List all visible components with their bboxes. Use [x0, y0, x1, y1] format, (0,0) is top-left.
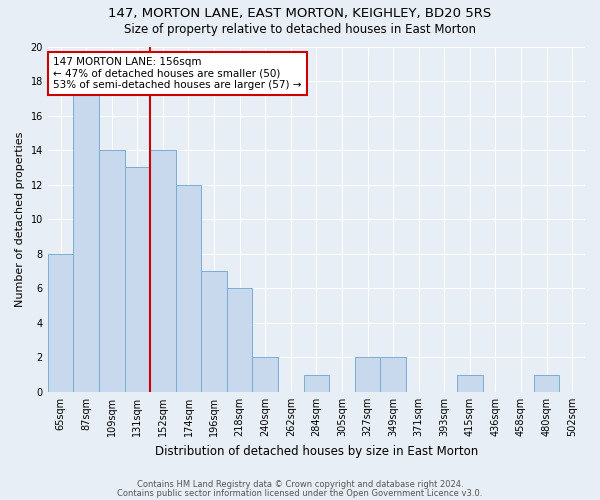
- Text: 147, MORTON LANE, EAST MORTON, KEIGHLEY, BD20 5RS: 147, MORTON LANE, EAST MORTON, KEIGHLEY,…: [109, 8, 491, 20]
- Bar: [176, 184, 201, 392]
- Bar: [201, 271, 227, 392]
- Bar: [125, 168, 150, 392]
- Bar: [73, 81, 99, 392]
- Bar: [380, 358, 406, 392]
- Text: 147 MORTON LANE: 156sqm
← 47% of detached houses are smaller (50)
53% of semi-de: 147 MORTON LANE: 156sqm ← 47% of detache…: [53, 57, 302, 90]
- Text: Contains HM Land Registry data © Crown copyright and database right 2024.: Contains HM Land Registry data © Crown c…: [137, 480, 463, 489]
- Bar: [304, 374, 329, 392]
- Bar: [99, 150, 125, 392]
- Bar: [48, 254, 73, 392]
- Bar: [227, 288, 253, 392]
- Bar: [355, 358, 380, 392]
- Bar: [457, 374, 482, 392]
- Y-axis label: Number of detached properties: Number of detached properties: [15, 132, 25, 307]
- Bar: [150, 150, 176, 392]
- Text: Contains public sector information licensed under the Open Government Licence v3: Contains public sector information licen…: [118, 488, 482, 498]
- Text: Size of property relative to detached houses in East Morton: Size of property relative to detached ho…: [124, 22, 476, 36]
- Bar: [253, 358, 278, 392]
- Bar: [534, 374, 559, 392]
- X-axis label: Distribution of detached houses by size in East Morton: Distribution of detached houses by size …: [155, 444, 478, 458]
